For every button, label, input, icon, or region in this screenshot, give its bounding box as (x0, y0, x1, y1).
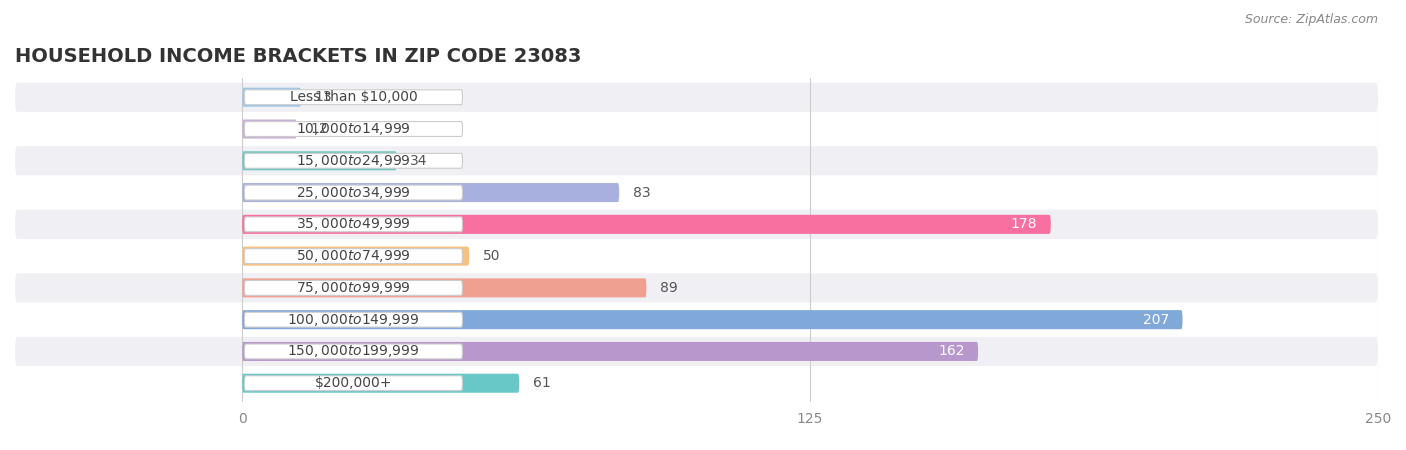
Text: Source: ZipAtlas.com: Source: ZipAtlas.com (1244, 14, 1378, 27)
FancyBboxPatch shape (15, 83, 1378, 112)
Text: 61: 61 (533, 376, 551, 390)
FancyBboxPatch shape (245, 122, 463, 136)
Text: 89: 89 (659, 281, 678, 295)
FancyBboxPatch shape (245, 153, 463, 168)
Text: 12: 12 (311, 122, 328, 136)
Text: $25,000 to $34,999: $25,000 to $34,999 (297, 184, 411, 201)
FancyBboxPatch shape (245, 249, 463, 264)
Text: $200,000+: $200,000+ (315, 376, 392, 390)
FancyBboxPatch shape (242, 88, 301, 107)
Text: $15,000 to $24,999: $15,000 to $24,999 (297, 153, 411, 169)
FancyBboxPatch shape (15, 305, 1378, 334)
FancyBboxPatch shape (15, 178, 1378, 207)
Text: 83: 83 (633, 185, 651, 199)
FancyBboxPatch shape (15, 114, 1378, 144)
FancyBboxPatch shape (245, 185, 463, 200)
FancyBboxPatch shape (245, 376, 463, 391)
Text: 50: 50 (482, 249, 501, 263)
Text: $35,000 to $49,999: $35,000 to $49,999 (297, 216, 411, 232)
Text: $50,000 to $74,999: $50,000 to $74,999 (297, 248, 411, 264)
FancyBboxPatch shape (15, 369, 1378, 398)
Text: 34: 34 (411, 154, 427, 168)
Text: 13: 13 (315, 90, 332, 104)
Text: $150,000 to $199,999: $150,000 to $199,999 (287, 343, 419, 360)
FancyBboxPatch shape (15, 146, 1378, 176)
Text: $75,000 to $99,999: $75,000 to $99,999 (297, 280, 411, 296)
FancyBboxPatch shape (245, 344, 463, 359)
FancyBboxPatch shape (242, 374, 519, 393)
Text: HOUSEHOLD INCOME BRACKETS IN ZIP CODE 23083: HOUSEHOLD INCOME BRACKETS IN ZIP CODE 23… (15, 46, 581, 66)
FancyBboxPatch shape (242, 119, 297, 139)
FancyBboxPatch shape (242, 310, 1182, 329)
Text: 178: 178 (1011, 217, 1038, 231)
FancyBboxPatch shape (242, 183, 619, 202)
Text: 207: 207 (1143, 313, 1168, 327)
FancyBboxPatch shape (242, 151, 396, 170)
Text: $10,000 to $14,999: $10,000 to $14,999 (297, 121, 411, 137)
Text: Less than $10,000: Less than $10,000 (290, 90, 418, 104)
Text: $100,000 to $149,999: $100,000 to $149,999 (287, 312, 419, 328)
FancyBboxPatch shape (245, 280, 463, 295)
FancyBboxPatch shape (245, 312, 463, 327)
FancyBboxPatch shape (242, 342, 979, 361)
Text: 162: 162 (938, 344, 965, 359)
FancyBboxPatch shape (242, 279, 647, 297)
FancyBboxPatch shape (242, 215, 1050, 234)
FancyBboxPatch shape (245, 217, 463, 232)
FancyBboxPatch shape (15, 337, 1378, 366)
FancyBboxPatch shape (15, 242, 1378, 271)
FancyBboxPatch shape (245, 90, 463, 105)
FancyBboxPatch shape (15, 273, 1378, 302)
FancyBboxPatch shape (15, 210, 1378, 239)
FancyBboxPatch shape (242, 247, 470, 266)
